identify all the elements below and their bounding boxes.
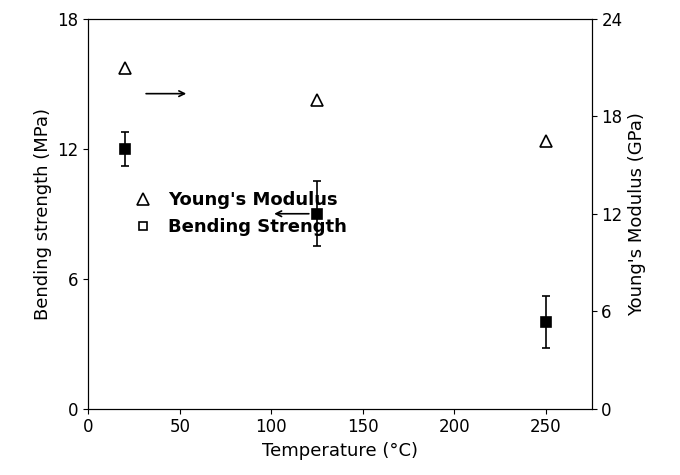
X-axis label: Temperature (°C): Temperature (°C)	[262, 442, 418, 460]
Y-axis label: Bending strength (MPa): Bending strength (MPa)	[34, 108, 52, 320]
Legend: Young's Modulus, Bending Strength: Young's Modulus, Bending Strength	[118, 184, 354, 243]
Y-axis label: Young's Modulus (GPa): Young's Modulus (GPa)	[628, 112, 646, 316]
